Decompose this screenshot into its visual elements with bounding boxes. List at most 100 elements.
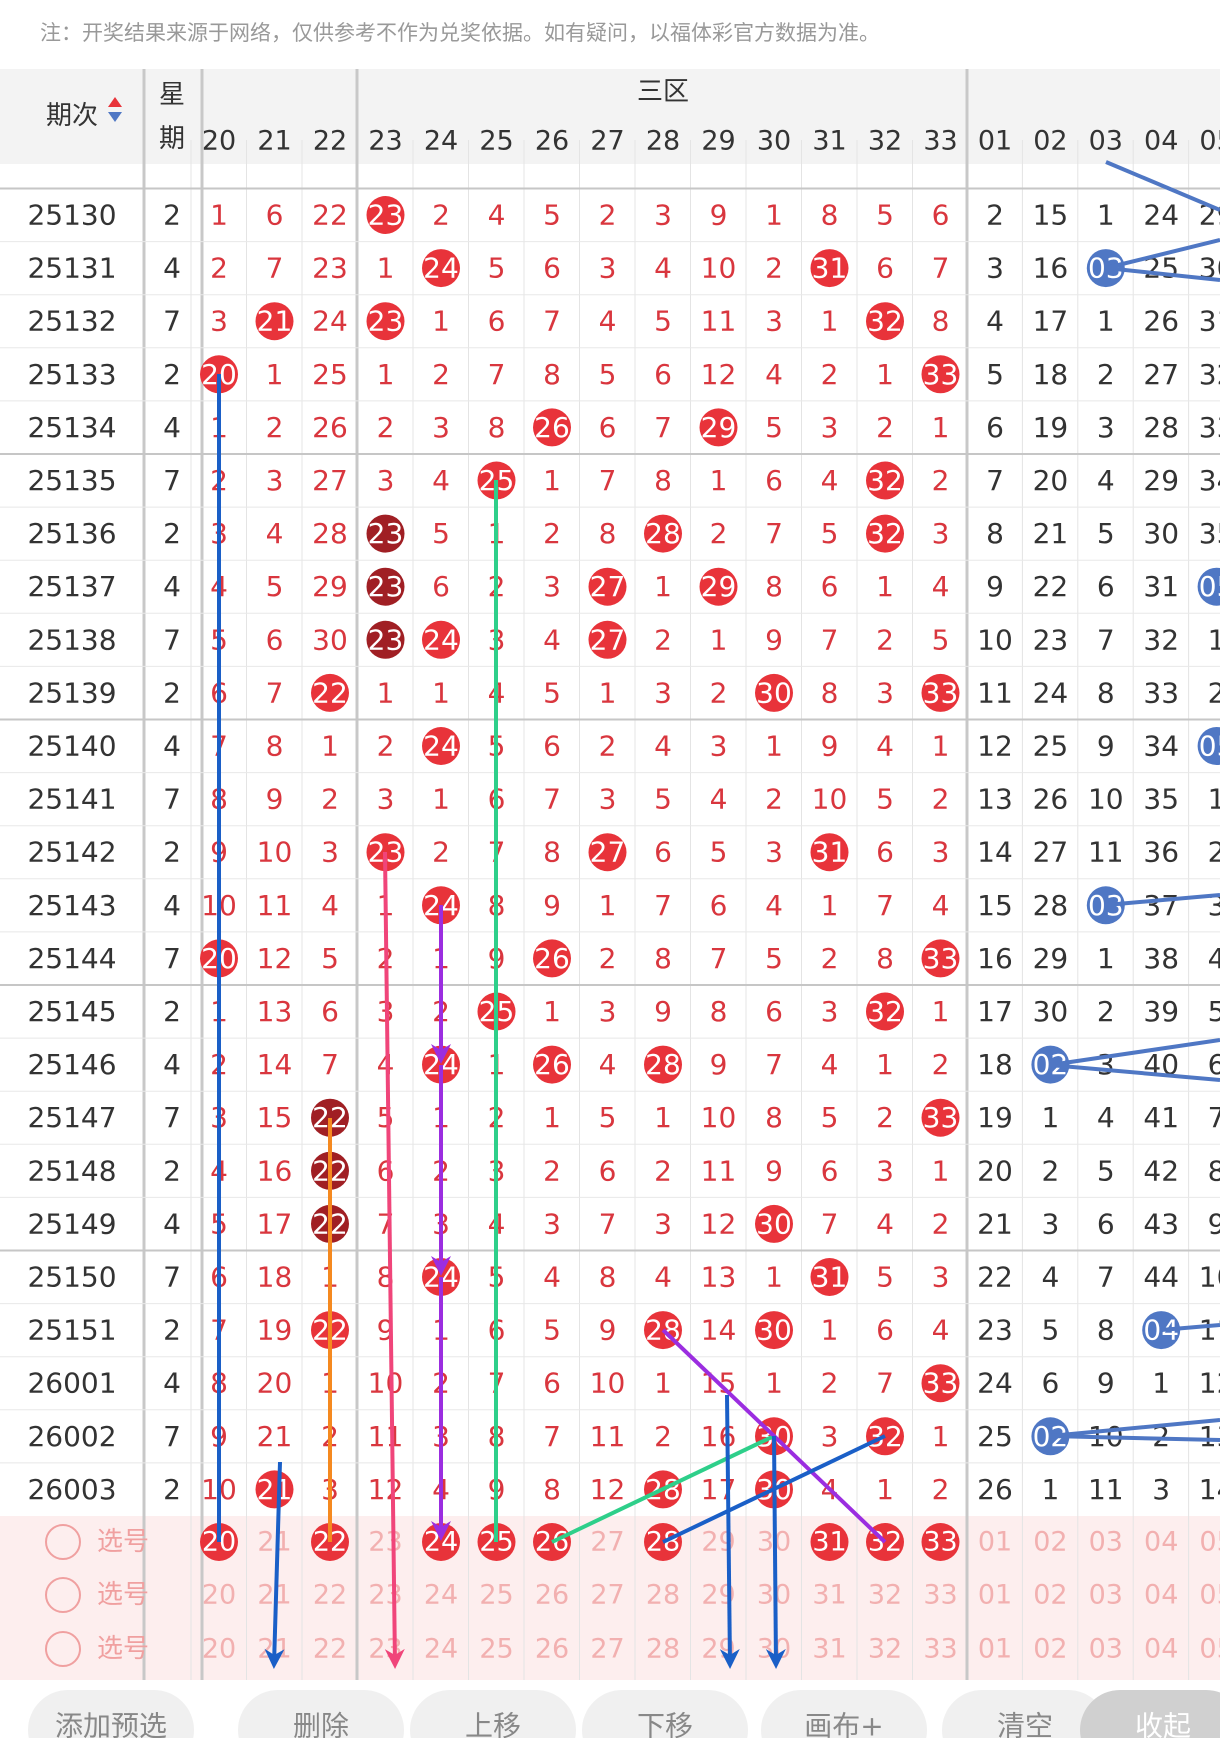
button[interactable]: [238, 1690, 404, 1738]
select-number[interactable]: 03: [1089, 1527, 1123, 1558]
miss-count: 1: [876, 1048, 894, 1081]
button[interactable]: [582, 1690, 748, 1738]
select-number[interactable]: 22: [313, 1580, 347, 1611]
select-number[interactable]: 33: [923, 1634, 957, 1665]
select-number[interactable]: 25: [479, 1634, 513, 1665]
miss-count: 6: [321, 995, 339, 1028]
hit-number: 30: [756, 1314, 792, 1347]
select-number[interactable]: 27: [590, 1634, 624, 1665]
miss-count: 8: [654, 942, 672, 975]
select-number[interactable]: 22: [313, 1634, 347, 1665]
select-label[interactable]: 选号: [97, 1634, 149, 1664]
button-label[interactable]: 收起: [1135, 1710, 1191, 1738]
miss-count: 10: [1199, 1261, 1220, 1294]
miss-count: 21: [1033, 517, 1069, 550]
select-number[interactable]: 23: [368, 1580, 402, 1611]
button-label[interactable]: 清空: [997, 1710, 1053, 1738]
select-number[interactable]: 05: [1199, 1527, 1220, 1558]
hit-number: 22: [312, 676, 348, 709]
select-number[interactable]: 31: [812, 1580, 846, 1611]
miss-count: 1: [432, 305, 450, 338]
button-label[interactable]: 画布+: [804, 1710, 883, 1738]
select-radio[interactable]: [45, 1577, 81, 1613]
select-number[interactable]: 24: [424, 1634, 458, 1665]
column-number: 25: [479, 126, 513, 157]
miss-count: 2: [876, 623, 894, 656]
miss-count: 6: [1097, 1207, 1115, 1240]
miss-count: 3: [599, 252, 617, 285]
select-number[interactable]: 28: [646, 1580, 680, 1611]
miss-count: 30: [1143, 517, 1179, 550]
hit-number: 27: [590, 623, 626, 656]
button-label[interactable]: 添加预选: [55, 1710, 167, 1738]
button[interactable]: [1080, 1690, 1220, 1738]
button[interactable]: [761, 1690, 927, 1738]
button-label[interactable]: 上移: [465, 1710, 521, 1738]
hit-ball: [866, 461, 904, 500]
button[interactable]: [410, 1690, 576, 1738]
miss-count: 8: [765, 570, 783, 603]
select-number[interactable]: 04: [1144, 1580, 1178, 1611]
hit-number: 33: [923, 1367, 959, 1400]
select-number[interactable]: 01: [978, 1580, 1012, 1611]
select-number[interactable]: 03: [1089, 1634, 1123, 1665]
select-number[interactable]: 01: [978, 1527, 1012, 1558]
miss-count: 9: [710, 1048, 728, 1081]
miss-count: 2: [986, 199, 1004, 232]
miss-count: 3: [1152, 1473, 1170, 1506]
select-number[interactable]: 25: [479, 1580, 513, 1611]
miss-count: 7: [599, 1207, 617, 1240]
selected-ball[interactable]: [921, 1523, 960, 1561]
select-radio[interactable]: [45, 1524, 81, 1560]
select-number[interactable]: 05: [1199, 1634, 1220, 1665]
select-number[interactable]: 04: [1144, 1527, 1178, 1558]
miss-count: 16: [977, 942, 1013, 975]
button-label[interactable]: 删除: [293, 1710, 349, 1738]
select-label[interactable]: 选号: [97, 1527, 149, 1557]
select-number[interactable]: 24: [424, 1580, 458, 1611]
weekday: 4: [163, 1367, 181, 1400]
button[interactable]: [28, 1690, 194, 1738]
select-number[interactable]: 33: [923, 1580, 957, 1611]
hit-number: 23: [368, 305, 404, 338]
hit-number: 28: [645, 517, 681, 550]
miss-count: 8: [599, 1261, 617, 1294]
button[interactable]: [942, 1690, 1108, 1738]
select-number[interactable]: 01: [978, 1634, 1012, 1665]
selected-ball[interactable]: [810, 1523, 849, 1561]
select-number[interactable]: 32: [868, 1634, 902, 1665]
select-number[interactable]: 26: [535, 1634, 569, 1665]
select-number[interactable]: 02: [1033, 1580, 1067, 1611]
select-number[interactable]: 28: [646, 1634, 680, 1665]
hit-ball: [866, 302, 904, 341]
period: 26002: [27, 1420, 116, 1453]
column-number: 27: [590, 126, 624, 157]
button-bar: 添加预选 删除 上移 下移 画布+ 清空 收起: [28, 1690, 1220, 1738]
select-number[interactable]: 20: [202, 1580, 236, 1611]
select-radio[interactable]: [45, 1631, 81, 1667]
select-number[interactable]: 32: [868, 1580, 902, 1611]
miss-count: 24: [312, 305, 348, 338]
select-number[interactable]: 27: [590, 1527, 624, 1558]
select-number[interactable]: 04: [1144, 1634, 1178, 1665]
button-label[interactable]: 下移: [637, 1710, 693, 1738]
select-number[interactable]: 33: [923, 1527, 957, 1558]
miss-count: 16: [257, 1154, 293, 1187]
select-number[interactable]: 02: [1033, 1527, 1067, 1558]
select-number[interactable]: 26: [535, 1580, 569, 1611]
miss-count: 5: [599, 358, 617, 391]
hit-ball: [810, 833, 849, 872]
select-number[interactable]: 03: [1089, 1580, 1123, 1611]
select-number[interactable]: 23: [368, 1634, 402, 1665]
select-number[interactable]: 21: [257, 1527, 291, 1558]
select-number[interactable]: 27: [590, 1580, 624, 1611]
select-number[interactable]: 31: [812, 1634, 846, 1665]
select-number[interactable]: 23: [368, 1527, 402, 1558]
select-number[interactable]: 20: [202, 1634, 236, 1665]
select-number[interactable]: 02: [1033, 1634, 1067, 1665]
select-number[interactable]: 31: [812, 1527, 846, 1558]
hit-number: 05: [1199, 730, 1220, 763]
miss-count: 8: [876, 942, 894, 975]
select-number[interactable]: 05: [1199, 1580, 1220, 1611]
select-label[interactable]: 选号: [97, 1580, 149, 1610]
